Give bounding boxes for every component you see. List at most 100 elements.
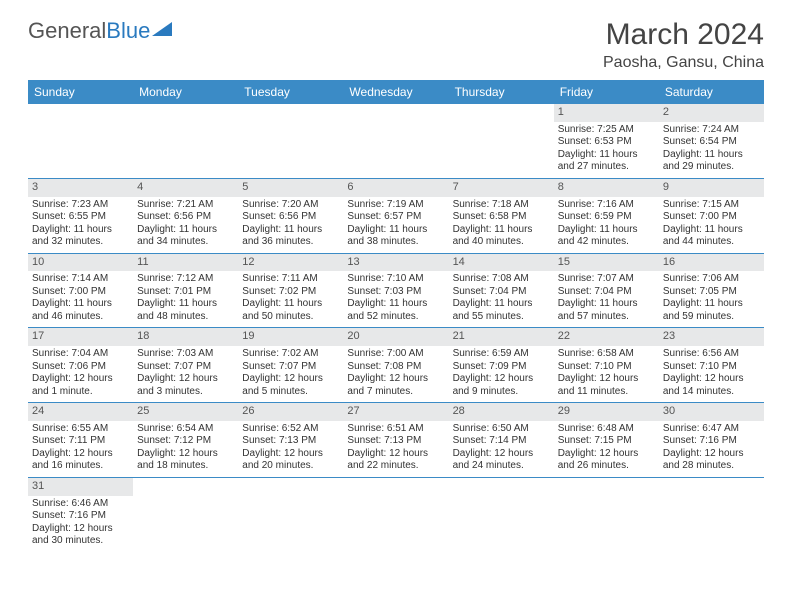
weekday-wednesday: Wednesday (343, 80, 448, 104)
sunset-text: Sunset: 7:00 PM (663, 211, 760, 224)
day-number: 19 (238, 328, 343, 346)
sunset-text: Sunset: 6:57 PM (347, 211, 444, 224)
calendar-cell (28, 104, 133, 178)
calendar-cell: 21Sunrise: 6:59 AMSunset: 7:09 PMDayligh… (449, 328, 554, 402)
daylight-text: Daylight: 12 hours and 28 minutes. (663, 448, 760, 473)
day-number: 3 (28, 179, 133, 197)
calendar-cell (238, 478, 343, 552)
day-number: 21 (449, 328, 554, 346)
daylight-text: Daylight: 11 hours and 29 minutes. (663, 149, 760, 174)
daylight-text: Daylight: 12 hours and 3 minutes. (137, 373, 234, 398)
sunset-text: Sunset: 7:10 PM (663, 361, 760, 374)
sunrise-text: Sunrise: 6:58 AM (558, 348, 655, 361)
calendar-cell (238, 104, 343, 178)
day-number: 28 (449, 403, 554, 421)
day-number: 15 (554, 254, 659, 272)
daylight-text: Daylight: 11 hours and 42 minutes. (558, 224, 655, 249)
day-number: 10 (28, 254, 133, 272)
calendar-cell (659, 478, 764, 552)
daylight-text: Daylight: 11 hours and 34 minutes. (137, 224, 234, 249)
sunset-text: Sunset: 6:56 PM (137, 211, 234, 224)
sunrise-text: Sunrise: 6:47 AM (663, 423, 760, 436)
daylight-text: Daylight: 11 hours and 38 minutes. (347, 224, 444, 249)
calendar-cell (343, 104, 448, 178)
day-number: 20 (343, 328, 448, 346)
calendar-row: 1Sunrise: 7:25 AMSunset: 6:53 PMDaylight… (28, 104, 764, 179)
day-number: 4 (133, 179, 238, 197)
sunset-text: Sunset: 6:54 PM (663, 136, 760, 149)
calendar-row: 3Sunrise: 7:23 AMSunset: 6:55 PMDaylight… (28, 179, 764, 254)
sunset-text: Sunset: 7:04 PM (558, 286, 655, 299)
sunset-text: Sunset: 7:13 PM (242, 435, 339, 448)
sunset-text: Sunset: 7:07 PM (242, 361, 339, 374)
sunset-text: Sunset: 7:14 PM (453, 435, 550, 448)
weekday-thursday: Thursday (449, 80, 554, 104)
day-number: 23 (659, 328, 764, 346)
calendar-cell: 4Sunrise: 7:21 AMSunset: 6:56 PMDaylight… (133, 179, 238, 253)
daylight-text: Daylight: 12 hours and 30 minutes. (32, 523, 129, 548)
weekday-friday: Friday (554, 80, 659, 104)
calendar-cell: 29Sunrise: 6:48 AMSunset: 7:15 PMDayligh… (554, 403, 659, 477)
daylight-text: Daylight: 11 hours and 55 minutes. (453, 298, 550, 323)
day-number: 8 (554, 179, 659, 197)
calendar-cell: 24Sunrise: 6:55 AMSunset: 7:11 PMDayligh… (28, 403, 133, 477)
daylight-text: Daylight: 11 hours and 44 minutes. (663, 224, 760, 249)
sunrise-text: Sunrise: 6:50 AM (453, 423, 550, 436)
calendar-cell: 16Sunrise: 7:06 AMSunset: 7:05 PMDayligh… (659, 254, 764, 328)
sunrise-text: Sunrise: 6:51 AM (347, 423, 444, 436)
day-number: 2 (659, 104, 764, 122)
calendar-cell: 31Sunrise: 6:46 AMSunset: 7:16 PMDayligh… (28, 478, 133, 552)
daylight-text: Daylight: 12 hours and 16 minutes. (32, 448, 129, 473)
calendar-cell: 23Sunrise: 6:56 AMSunset: 7:10 PMDayligh… (659, 328, 764, 402)
calendar-cell (133, 104, 238, 178)
calendar-cell: 5Sunrise: 7:20 AMSunset: 6:56 PMDaylight… (238, 179, 343, 253)
daylight-text: Daylight: 12 hours and 1 minute. (32, 373, 129, 398)
calendar-cell: 2Sunrise: 7:24 AMSunset: 6:54 PMDaylight… (659, 104, 764, 178)
daylight-text: Daylight: 12 hours and 18 minutes. (137, 448, 234, 473)
sunrise-text: Sunrise: 6:52 AM (242, 423, 339, 436)
sunrise-text: Sunrise: 7:02 AM (242, 348, 339, 361)
daylight-text: Daylight: 11 hours and 40 minutes. (453, 224, 550, 249)
sunset-text: Sunset: 7:15 PM (558, 435, 655, 448)
calendar-cell (343, 478, 448, 552)
sunset-text: Sunset: 7:02 PM (242, 286, 339, 299)
calendar: Sunday Monday Tuesday Wednesday Thursday… (28, 80, 764, 552)
day-number: 29 (554, 403, 659, 421)
sunrise-text: Sunrise: 7:06 AM (663, 273, 760, 286)
calendar-cell: 26Sunrise: 6:52 AMSunset: 7:13 PMDayligh… (238, 403, 343, 477)
sunrise-text: Sunrise: 7:18 AM (453, 199, 550, 212)
daylight-text: Daylight: 12 hours and 22 minutes. (347, 448, 444, 473)
sunrise-text: Sunrise: 7:07 AM (558, 273, 655, 286)
daylight-text: Daylight: 11 hours and 46 minutes. (32, 298, 129, 323)
sunset-text: Sunset: 7:13 PM (347, 435, 444, 448)
daylight-text: Daylight: 11 hours and 48 minutes. (137, 298, 234, 323)
day-number: 26 (238, 403, 343, 421)
weekday-saturday: Saturday (659, 80, 764, 104)
sunset-text: Sunset: 7:06 PM (32, 361, 129, 374)
calendar-row: 17Sunrise: 7:04 AMSunset: 7:06 PMDayligh… (28, 328, 764, 403)
calendar-cell: 6Sunrise: 7:19 AMSunset: 6:57 PMDaylight… (343, 179, 448, 253)
sunrise-text: Sunrise: 6:54 AM (137, 423, 234, 436)
sunrise-text: Sunrise: 7:11 AM (242, 273, 339, 286)
daylight-text: Daylight: 12 hours and 9 minutes. (453, 373, 550, 398)
sunset-text: Sunset: 7:12 PM (137, 435, 234, 448)
sunrise-text: Sunrise: 6:48 AM (558, 423, 655, 436)
daylight-text: Daylight: 11 hours and 52 minutes. (347, 298, 444, 323)
day-number: 22 (554, 328, 659, 346)
calendar-row: 24Sunrise: 6:55 AMSunset: 7:11 PMDayligh… (28, 403, 764, 478)
sunset-text: Sunset: 6:53 PM (558, 136, 655, 149)
calendar-cell: 22Sunrise: 6:58 AMSunset: 7:10 PMDayligh… (554, 328, 659, 402)
daylight-text: Daylight: 11 hours and 36 minutes. (242, 224, 339, 249)
sunset-text: Sunset: 7:01 PM (137, 286, 234, 299)
sunrise-text: Sunrise: 7:00 AM (347, 348, 444, 361)
day-number: 30 (659, 403, 764, 421)
daylight-text: Daylight: 11 hours and 59 minutes. (663, 298, 760, 323)
weekday-sunday: Sunday (28, 80, 133, 104)
calendar-cell (449, 104, 554, 178)
calendar-cell: 20Sunrise: 7:00 AMSunset: 7:08 PMDayligh… (343, 328, 448, 402)
sunrise-text: Sunrise: 7:12 AM (137, 273, 234, 286)
sunrise-text: Sunrise: 6:46 AM (32, 498, 129, 511)
sunrise-text: Sunrise: 7:08 AM (453, 273, 550, 286)
sunset-text: Sunset: 6:59 PM (558, 211, 655, 224)
sunset-text: Sunset: 6:56 PM (242, 211, 339, 224)
